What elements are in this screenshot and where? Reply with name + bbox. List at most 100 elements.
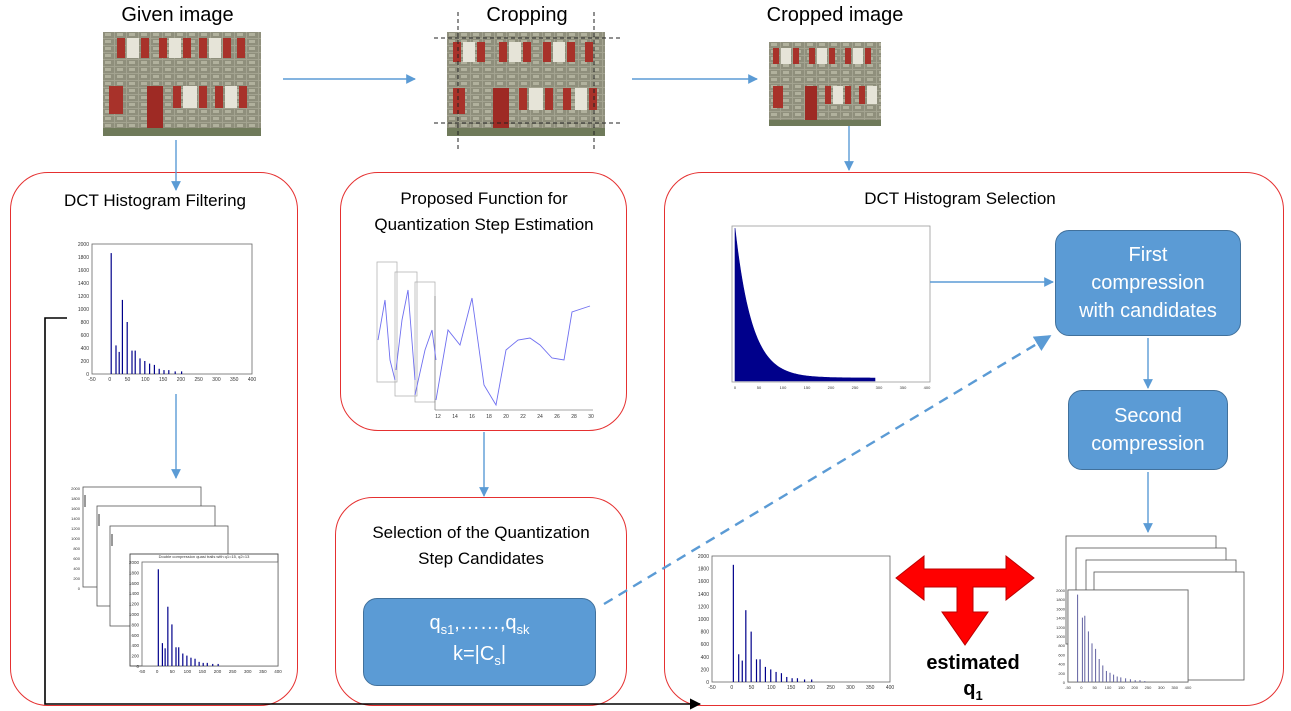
x-tick-label: 300 xyxy=(212,377,221,383)
x-tick-label: 50 xyxy=(1092,685,1097,690)
filtering-title: DCT Histogram Filtering xyxy=(63,191,246,210)
cropped-image-label: Cropped image xyxy=(766,4,904,26)
proposed-title-line2: Quantization Step Estimation xyxy=(374,215,594,234)
y-tick-label: 800 xyxy=(1058,643,1065,648)
cropped-image-photo xyxy=(769,42,881,126)
candidates-to-first-dashed-arrow xyxy=(603,334,1052,606)
estimated-label: estimated xyxy=(926,652,1020,674)
proposed-function-curves: 12 14 16 18 20 22 24 26 28 30 xyxy=(376,261,594,420)
y-tick-label: 1000 xyxy=(1056,634,1066,639)
x-tick-label: -50 xyxy=(139,669,146,674)
dct-x-tick: 150 xyxy=(804,385,811,390)
dct-x-tick: 400 xyxy=(924,385,931,390)
stack-y-tick: 1600 xyxy=(71,506,81,511)
y-tick-label: 1000 xyxy=(129,612,140,617)
y-tick-label: 2000 xyxy=(78,242,89,248)
given-image-photo xyxy=(103,32,261,136)
y-tick-label: 1600 xyxy=(698,579,709,585)
x-tick-label: 50 xyxy=(749,685,755,691)
q-sub-first: s1 xyxy=(440,622,455,637)
proposed-title-line1: Proposed Function for xyxy=(400,189,568,208)
curve-x-tick: 22 xyxy=(520,414,526,420)
q-dots: ,……, xyxy=(454,612,506,634)
y-tick-label: 200 xyxy=(1058,671,1065,676)
y-tick-label: 1000 xyxy=(78,307,89,313)
stack-y-tick: 0 xyxy=(78,586,81,591)
second-compression-pill: Second compression xyxy=(1068,390,1228,470)
y-tick-label: 400 xyxy=(81,346,90,352)
y-tick-label: 1600 xyxy=(129,581,140,586)
stack-y-tick: 1000 xyxy=(71,536,81,541)
x-tick-label: -50 xyxy=(1065,685,1072,690)
q-sub-last: sk xyxy=(516,622,530,637)
stack-y-tick: 400 xyxy=(73,566,80,571)
y-tick-label: 1400 xyxy=(129,591,140,596)
x-tick-label: 100 xyxy=(1105,685,1112,690)
y-tick-label: 1400 xyxy=(78,281,89,287)
q1-symbol: q xyxy=(963,678,976,700)
selection-cand-title-line2: Step Candidates xyxy=(418,549,544,568)
y-tick-label: 0 xyxy=(86,372,89,378)
x-tick-label: 50 xyxy=(125,377,131,383)
stack-y-tick: 2000 xyxy=(71,486,81,491)
curve-line xyxy=(435,297,591,407)
stack-y-tick: 1200 xyxy=(71,526,81,531)
y-tick-label: 400 xyxy=(701,655,710,661)
y-tick-label: 800 xyxy=(701,630,710,636)
x-tick-label: 350 xyxy=(259,669,267,674)
y-tick-label: 0 xyxy=(706,680,709,686)
curve-frame xyxy=(414,281,436,403)
y-tick-label: 0 xyxy=(1063,680,1066,685)
x-tick-label: 0 xyxy=(156,669,159,674)
x-tick-label: 0 xyxy=(1080,685,1083,690)
y-tick-label: 1200 xyxy=(1056,625,1066,630)
dct-histogram-filtering-box xyxy=(10,172,298,706)
second-line2: compression xyxy=(1091,433,1205,455)
x-tick-label: 100 xyxy=(767,685,776,691)
y-tick-label: 600 xyxy=(81,333,90,339)
y-tick-label: 600 xyxy=(131,633,139,638)
x-tick-label: 100 xyxy=(141,377,150,383)
y-tick-label: 1200 xyxy=(78,294,89,300)
first-line1: First xyxy=(1128,244,1168,266)
selection-cand-title-line1: Selection of the Quantization xyxy=(372,523,590,542)
candidates-pill: qs1,……,qsk k=|Cs| xyxy=(363,598,596,686)
building-photo-icon xyxy=(447,32,605,136)
y-tick-label: 1200 xyxy=(129,602,140,607)
curve-x-tick: 20 xyxy=(503,414,509,420)
dct-decay-area xyxy=(734,227,876,382)
x-tick-label: 150 xyxy=(159,377,168,383)
double-headed-arrow-shape xyxy=(895,554,1035,646)
dct-x-tick: 200 xyxy=(828,385,835,390)
dct-x-tick: 300 xyxy=(876,385,883,390)
stack-front-title: Double compression quasi trails with q1=… xyxy=(159,554,250,559)
y-tick-label: 400 xyxy=(131,643,139,648)
y-tick-label: 1400 xyxy=(1056,616,1066,621)
y-tick-label: 800 xyxy=(81,320,90,326)
dct-selection-histogram: 0 50 100 150 200 250 300 350 400 xyxy=(731,225,931,390)
x-tick-label: 250 xyxy=(194,377,203,383)
y-tick-label: 200 xyxy=(131,654,139,659)
candidates-q-line: qs1,……,qsk xyxy=(429,611,529,642)
first-compression-pill: First compression with candidates xyxy=(1055,230,1241,336)
curve-x-tick: 30 xyxy=(588,414,594,420)
dct-x-tick: 250 xyxy=(852,385,859,390)
candidates-k-line: k=|Cs| xyxy=(453,642,506,673)
y-tick-label: 1800 xyxy=(1056,597,1066,602)
curve-frame xyxy=(376,261,398,383)
y-tick-label: 200 xyxy=(701,667,710,673)
y-tick-label: 1200 xyxy=(698,604,709,610)
y-tick-label: 1800 xyxy=(129,570,140,575)
y-tick-label: 400 xyxy=(1058,662,1065,667)
curve-line xyxy=(377,299,396,381)
k-close: | xyxy=(500,643,507,665)
cropping-photo xyxy=(447,32,605,136)
y-tick-label: 2000 xyxy=(1056,588,1066,593)
proposed-function-box xyxy=(340,172,627,431)
curve-frame xyxy=(394,271,418,397)
first-line3: with candidates xyxy=(1079,300,1217,322)
curve-x-tick: 26 xyxy=(554,414,560,420)
dct-x-tick: 100 xyxy=(780,385,787,390)
q-symbol-last: q xyxy=(505,612,517,634)
